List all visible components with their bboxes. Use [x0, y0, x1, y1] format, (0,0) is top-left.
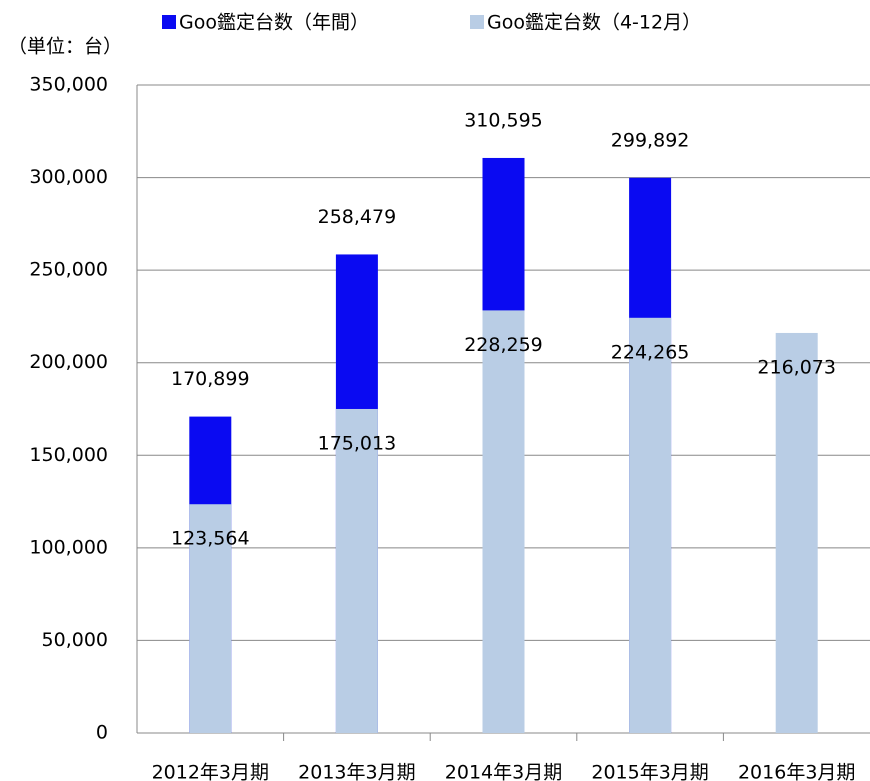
- data-label: 310,595: [464, 109, 543, 131]
- x-tick-label: 2013年3月期: [298, 762, 415, 781]
- y-tick-label: 200,000: [29, 351, 108, 373]
- data-label: 216,073: [757, 356, 836, 378]
- x-tick-label: 2014年3月期: [445, 762, 562, 781]
- legend-swatch: [470, 15, 484, 29]
- legend-label: Goo鑑定台数（年間）: [179, 12, 369, 34]
- y-tick-label: 250,000: [29, 259, 108, 281]
- y-tick-label: 300,000: [29, 166, 108, 188]
- bar: [335, 408, 378, 733]
- bar: [482, 310, 525, 733]
- bar: [775, 332, 818, 733]
- legend-swatch: [162, 15, 176, 29]
- bar: [629, 317, 672, 733]
- y-tick-label: 0: [96, 722, 108, 744]
- data-label: 175,013: [318, 432, 397, 454]
- data-label: 228,259: [464, 334, 543, 356]
- legend-label: Goo鑑定台数（4-12月）: [487, 12, 701, 34]
- x-tick-label: 2015年3月期: [591, 762, 708, 781]
- x-tick-label: 2016年3月期: [738, 762, 855, 781]
- data-label: 123,564: [171, 528, 250, 550]
- y-tick-label: 350,000: [29, 74, 108, 96]
- unit-label: （単位：台）: [8, 36, 122, 58]
- y-tick-label: 150,000: [29, 444, 108, 466]
- x-tick-label: 2012年3月期: [152, 762, 269, 781]
- y-tick-label: 50,000: [42, 629, 108, 651]
- data-label: 224,265: [611, 341, 690, 363]
- data-label: 299,892: [611, 129, 690, 151]
- bar: [189, 504, 232, 733]
- data-label: 258,479: [318, 206, 397, 228]
- y-tick-label: 100,000: [29, 536, 108, 558]
- data-label: 170,899: [171, 368, 250, 390]
